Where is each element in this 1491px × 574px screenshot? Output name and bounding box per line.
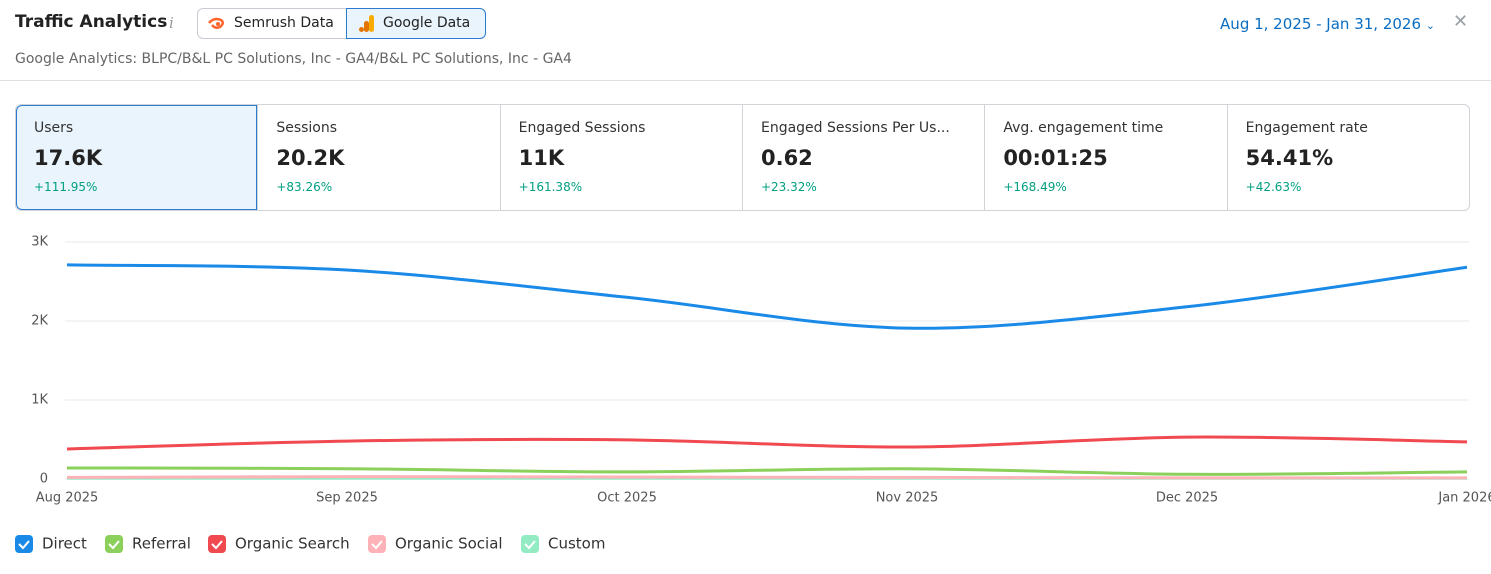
metric-label: Sessions: [276, 120, 338, 136]
tab[interactable]: Google Data: [346, 8, 486, 39]
metric-label: Avg. engagement time: [1003, 120, 1164, 136]
legend-label: Organic Social: [395, 535, 503, 553]
legend-checkbox[interactable]: [368, 535, 386, 553]
date-picker[interactable]: Aug 1, 2025 - Jan 31, 2026 ⌄: [1220, 15, 1435, 33]
series-line: [66, 475, 1468, 480]
date-range: Aug 1, 2025 - Jan 31, 2026: [1220, 15, 1421, 33]
y-tick-label: 3K: [31, 235, 48, 250]
legend-checkbox[interactable]: [105, 535, 123, 553]
check-mark: [18, 540, 30, 550]
metric-value: 11K: [518, 146, 565, 170]
semrush-icon: [208, 17, 224, 29]
tab-label: Semrush Data: [234, 15, 334, 31]
series-line: [66, 466, 1468, 476]
widget-title: Traffic Analytics: [15, 12, 168, 32]
x-tick-label: Jan 2026: [1437, 491, 1491, 506]
metric-card[interactable]: Sessions 20.2K +83.26%: [257, 105, 499, 210]
legend-checkbox[interactable]: [15, 535, 33, 553]
x-tick-label: Oct 2025: [597, 491, 657, 506]
info-icon[interactable]: i: [169, 14, 174, 32]
y-tick-label: 1K: [31, 393, 48, 408]
metric-change: +111.95%: [34, 180, 98, 194]
x-tick-label: Aug 2025: [36, 491, 99, 506]
metric-value: 20.2K: [276, 146, 345, 170]
ga-icon: [359, 15, 374, 32]
divider: [0, 80, 1491, 81]
metric-label: Engaged Sessions Per Us...: [760, 120, 950, 136]
legend-label: Custom: [548, 535, 605, 553]
series-line: [66, 263, 1468, 330]
metric-value: 0.62: [760, 146, 813, 170]
check-mark: [524, 540, 536, 550]
metric-card[interactable]: Avg. engagement time 00:01:25 +168.49%: [984, 105, 1226, 210]
metric-change: +161.38%: [518, 180, 583, 194]
legend-label: Organic Search: [235, 535, 350, 553]
legend-checkbox[interactable]: [521, 535, 539, 553]
metric-value: 54.41%: [1245, 146, 1334, 170]
metric-cards: Users 17.6K +111.95% Sessions 20.2K +83.26% En…: [15, 104, 1470, 211]
check-mark: [371, 540, 383, 550]
chart: 0 1K 2K 3K Aug 2025 Sep 2025 Oct 2025 Nov 2025 D…: [15, 235, 1491, 553]
metric-label: Users: [34, 120, 74, 136]
metric-card[interactable]: Engaged Sessions 11K +161.38%: [499, 105, 742, 210]
y-tick-label: 0: [40, 472, 48, 487]
legend-label: Referral: [132, 535, 191, 553]
metric-label: Engagement rate: [1245, 120, 1368, 136]
metric-card[interactable]: Engagement rate 54.41% +42.63%: [1226, 105, 1469, 210]
legend-checkbox[interactable]: [208, 535, 226, 553]
metric-change: +42.63%: [1245, 180, 1302, 194]
metric-card[interactable]: Users 17.6K +111.95%: [16, 105, 258, 210]
close-button[interactable]: ✕: [1453, 11, 1469, 32]
metric-change: +23.32%: [760, 180, 817, 194]
metric-value: 00:01:25: [1003, 146, 1108, 170]
x-tick-label: Nov 2025: [876, 491, 939, 506]
series-line: [66, 435, 1468, 451]
legend-label: Direct: [42, 535, 87, 553]
x-tick-label: Sep 2025: [316, 491, 378, 506]
legend: Direct Referral Organic Search Organic Soci…: [15, 535, 605, 553]
tab[interactable]: Semrush Data: [197, 8, 347, 39]
x-tick-label: Dec 2025: [1156, 491, 1218, 506]
tab-label: Google Data: [383, 15, 471, 31]
y-tick-label: 2K: [31, 314, 48, 329]
subtitle: Google Analytics: BLPC/B&L PC Solutions,…: [15, 51, 572, 67]
metric-card[interactable]: Engaged Sessions Per Us... 0.62 +23.32%: [741, 105, 984, 210]
check-mark: [211, 540, 223, 550]
metric-label: Engaged Sessions: [518, 120, 646, 136]
metric-change: +83.26%: [276, 180, 333, 194]
check-mark: [108, 540, 120, 550]
metric-change: +168.49%: [1003, 180, 1067, 194]
metric-value: 17.6K: [34, 146, 103, 170]
